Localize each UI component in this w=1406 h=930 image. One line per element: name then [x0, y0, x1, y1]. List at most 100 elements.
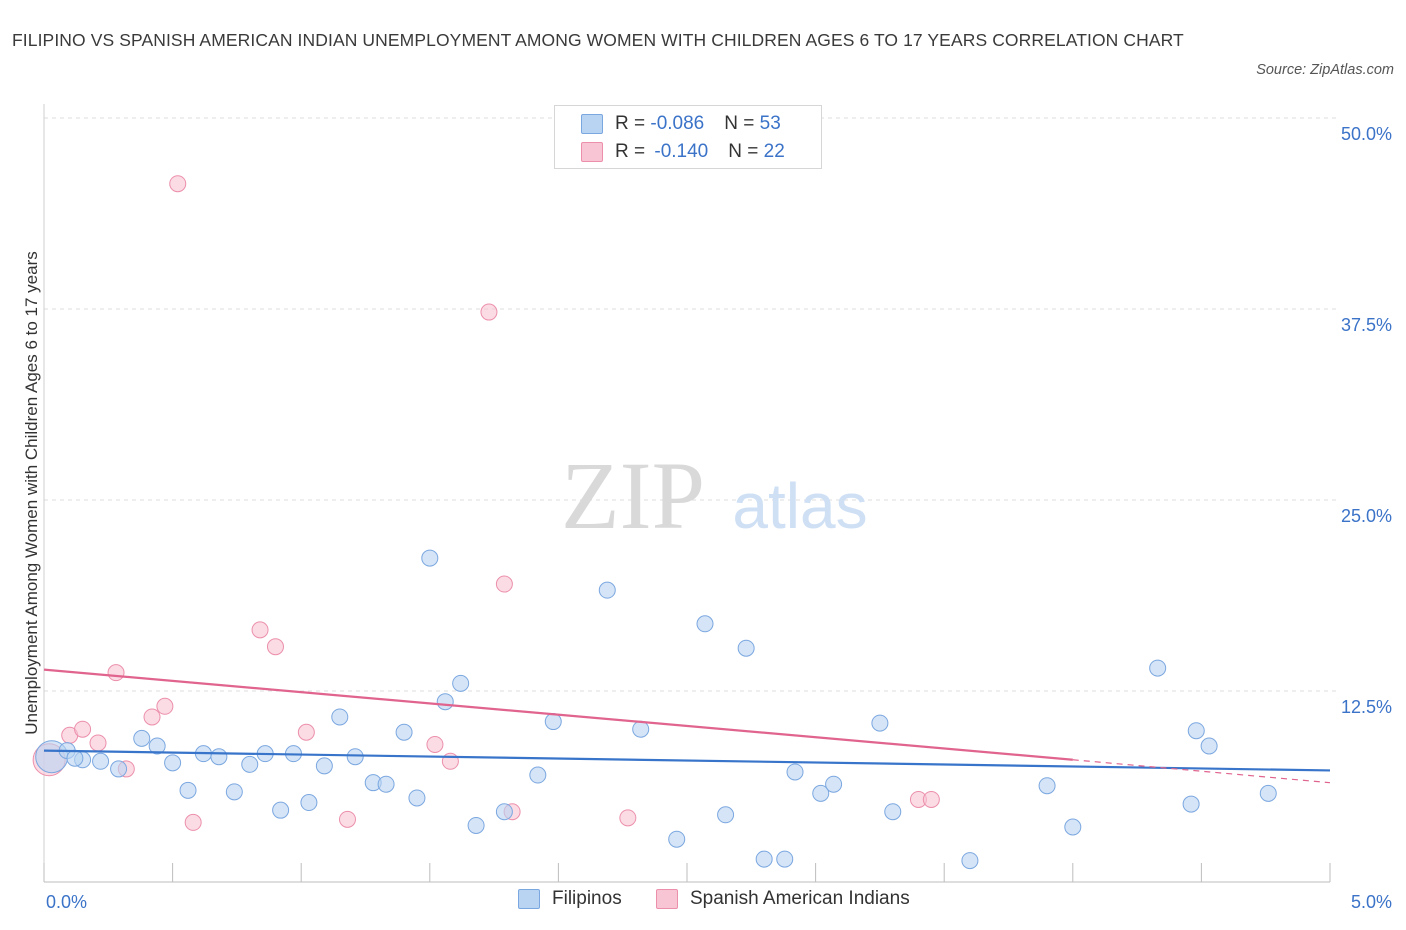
legend-label: Spanish American Indians	[690, 888, 910, 909]
filipino-point	[1187, 722, 1205, 740]
spanish-american-indian-point	[74, 720, 92, 738]
filipino-point	[377, 775, 395, 793]
filipino-point	[668, 830, 686, 848]
legend-swatch-pink	[656, 889, 678, 909]
filipino-point	[884, 803, 902, 821]
legend-n-value: 53	[759, 113, 781, 134]
filipino-point	[737, 639, 755, 657]
legend-label: Filipinos	[552, 888, 622, 909]
filipino-point	[467, 816, 485, 834]
filipino-point	[1200, 737, 1218, 755]
legend-item-filipinos[interactable]: Filipinos	[518, 888, 622, 910]
spanish-american-indian-point	[297, 723, 315, 741]
filipino-point	[66, 749, 84, 767]
filipino-point	[241, 755, 259, 773]
watermark-zip: ZIP	[561, 442, 705, 549]
spanish-american-indian-point	[251, 621, 269, 639]
spanish-american-indian-point	[184, 813, 202, 831]
filipino-point	[452, 674, 470, 692]
filipino-point	[210, 748, 228, 766]
legend-swatch-blue	[518, 889, 540, 909]
spanish-american-indian-point	[266, 638, 284, 656]
legend-r-label: R =	[615, 141, 651, 162]
filipino-point	[395, 723, 413, 741]
filipino-point	[1038, 777, 1056, 795]
spanish-american-indian-point	[480, 303, 498, 321]
legend-swatch-blue	[581, 114, 603, 134]
legend-r-label: R =	[615, 113, 651, 134]
spanish-american-indian-point	[922, 790, 940, 808]
filipino-point	[1064, 818, 1082, 836]
legend-item-spanish-american-indians[interactable]: Spanish American Indians	[656, 888, 910, 910]
filipino-point	[1149, 659, 1167, 677]
filipinos-trend-line	[43, 749, 1331, 772]
legend-swatch-pink	[581, 142, 603, 162]
chart-title: FILIPINO VS SPANISH AMERICAN INDIAN UNEM…	[12, 30, 1184, 50]
watermark-atlas: atlas	[732, 470, 867, 542]
spanish-american-indian-point	[495, 575, 513, 593]
filipino-point	[717, 806, 735, 824]
series-legend: Filipinos Spanish American Indians	[0, 888, 1406, 916]
legend-n-value: 22	[763, 141, 785, 162]
watermark: ZIP atlas	[561, 442, 868, 549]
filipino-point	[1259, 784, 1277, 802]
y-axis-label: Unemployment Among Women with Children A…	[22, 251, 41, 735]
filipino-point	[148, 737, 166, 755]
legend-row-spanish-american-indians: R = -0.140 N = 22	[581, 140, 785, 164]
spanish-american-indian-point	[619, 809, 637, 827]
y-tick-labels: 12.5% 25.0% 37.5% 50.0%	[1341, 124, 1392, 717]
x-tick-label: 5.0%	[1351, 892, 1392, 912]
spanish-american-indians-trend-line	[43, 668, 1073, 761]
filipino-point	[598, 581, 616, 599]
spanish-american-indian-point	[89, 734, 107, 752]
filipino-point	[225, 783, 243, 801]
legend-r-value: -0.086	[650, 113, 705, 134]
legend-r-value: -0.140	[654, 141, 709, 162]
filipino-point	[408, 789, 426, 807]
filipino-point	[436, 693, 454, 711]
filipino-point	[92, 752, 110, 770]
filipino-point	[825, 775, 843, 793]
x-tick-labels: 0.0% 5.0%	[46, 892, 1392, 912]
filipino-point	[315, 757, 333, 775]
filipino-point	[812, 784, 830, 802]
filipino-point	[696, 615, 714, 633]
filipino-point	[755, 850, 773, 868]
filipino-point	[110, 760, 128, 778]
spanish-american-indian-point	[156, 697, 174, 715]
legend-n-label: N =	[728, 141, 764, 162]
spanish-american-indian-point	[169, 175, 187, 193]
filipino-point	[786, 763, 804, 781]
filipino-point	[632, 720, 650, 738]
spanish-american-indians-trend-extension	[1072, 759, 1331, 784]
y-tick-label: 50.0%	[1341, 124, 1392, 144]
filipino-point	[871, 714, 889, 732]
x-tick-label: 0.0%	[46, 892, 87, 912]
filipino-point	[776, 850, 794, 868]
filipino-point	[544, 713, 562, 731]
legend-row-filipinos: R = -0.086 N = 53	[581, 112, 781, 136]
filipino-point	[133, 729, 151, 747]
trend-lines	[43, 668, 1331, 784]
filipino-point	[1182, 795, 1200, 813]
spanish-american-indian-point	[338, 810, 356, 828]
source-label: Source: ZipAtlas.com	[1256, 62, 1394, 78]
filipino-point	[164, 754, 182, 772]
filipino-point	[421, 549, 439, 567]
filipino-point	[179, 781, 197, 799]
filipino-point	[300, 794, 318, 812]
filipino-point	[961, 852, 979, 870]
filipino-point	[495, 803, 513, 821]
spanish-american-indian-point	[143, 708, 161, 726]
y-tick-label: 37.5%	[1341, 315, 1392, 335]
y-tick-label: 12.5%	[1341, 697, 1392, 717]
grid-lines	[44, 117, 1338, 692]
correlation-legend: R = -0.086 N = 53 R = -0.140 N = 22	[554, 105, 822, 169]
filipino-point	[331, 708, 349, 726]
filipino-point	[346, 748, 364, 766]
filipino-point	[272, 801, 290, 819]
spanish-american-indian-point	[426, 735, 444, 753]
y-tick-label: 25.0%	[1341, 506, 1392, 526]
legend-n-label: N =	[724, 113, 760, 134]
